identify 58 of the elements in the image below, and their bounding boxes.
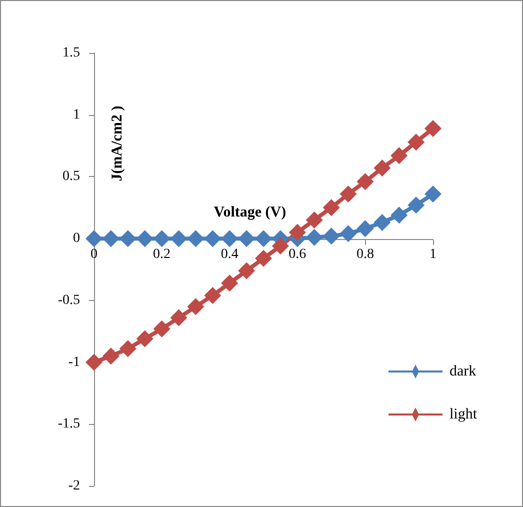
- point: [424, 120, 442, 137]
- point: [119, 230, 136, 248]
- point: [356, 220, 374, 238]
- point: [390, 206, 408, 224]
- point: [255, 250, 272, 267]
- point: [306, 212, 323, 229]
- point: [170, 230, 188, 248]
- point: [136, 230, 154, 248]
- x-tick-label: 0.8: [356, 247, 374, 262]
- point: [322, 199, 340, 216]
- legend-label: dark: [450, 364, 477, 380]
- point: [390, 147, 408, 164]
- y-tick-label: 1: [73, 107, 80, 122]
- point: [102, 230, 120, 248]
- y-tick-label: 1.5: [62, 46, 80, 60]
- point: [374, 214, 391, 231]
- point: [153, 320, 170, 338]
- point: [119, 340, 136, 358]
- point: [306, 228, 323, 246]
- point: [102, 348, 120, 365]
- x-tick-label: 0: [90, 247, 98, 262]
- x-tick-label: 0.6: [288, 247, 306, 262]
- point: [187, 230, 204, 248]
- point: [221, 274, 238, 292]
- point: [153, 230, 170, 248]
- point: [340, 186, 357, 203]
- point: [408, 196, 425, 214]
- y-tick-label: 0: [73, 231, 80, 246]
- point: [288, 224, 306, 241]
- point: [86, 230, 102, 248]
- x-tick-label: 0.2: [153, 247, 171, 262]
- point: [238, 262, 256, 280]
- point: [204, 230, 222, 248]
- y-tick-label: -1.5: [58, 416, 80, 432]
- point: [272, 237, 289, 254]
- y-tick-label: 0.5: [62, 169, 80, 184]
- point: [238, 230, 256, 248]
- point: [221, 230, 238, 248]
- legend-label: light: [450, 406, 478, 422]
- y-axis-title: J(mA/cm2 ): [110, 106, 126, 182]
- y-tick-label: -0.5: [58, 292, 80, 308]
- point: [356, 173, 374, 190]
- point: [136, 330, 154, 348]
- point: [424, 186, 442, 203]
- point: [408, 134, 425, 151]
- point: [204, 286, 222, 304]
- x-tick-label: 0.4: [220, 247, 238, 262]
- point: [170, 309, 188, 326]
- point: [322, 228, 340, 245]
- point: [340, 225, 357, 242]
- y-tick-label: -1: [68, 354, 80, 370]
- point: [86, 354, 102, 371]
- point: [187, 298, 204, 316]
- point: [374, 160, 391, 177]
- x-tick-label: 1: [430, 247, 436, 262]
- point: [255, 230, 272, 248]
- y-tick-label: -2: [68, 478, 80, 494]
- x-axis-title: Voltage (V): [214, 204, 286, 220]
